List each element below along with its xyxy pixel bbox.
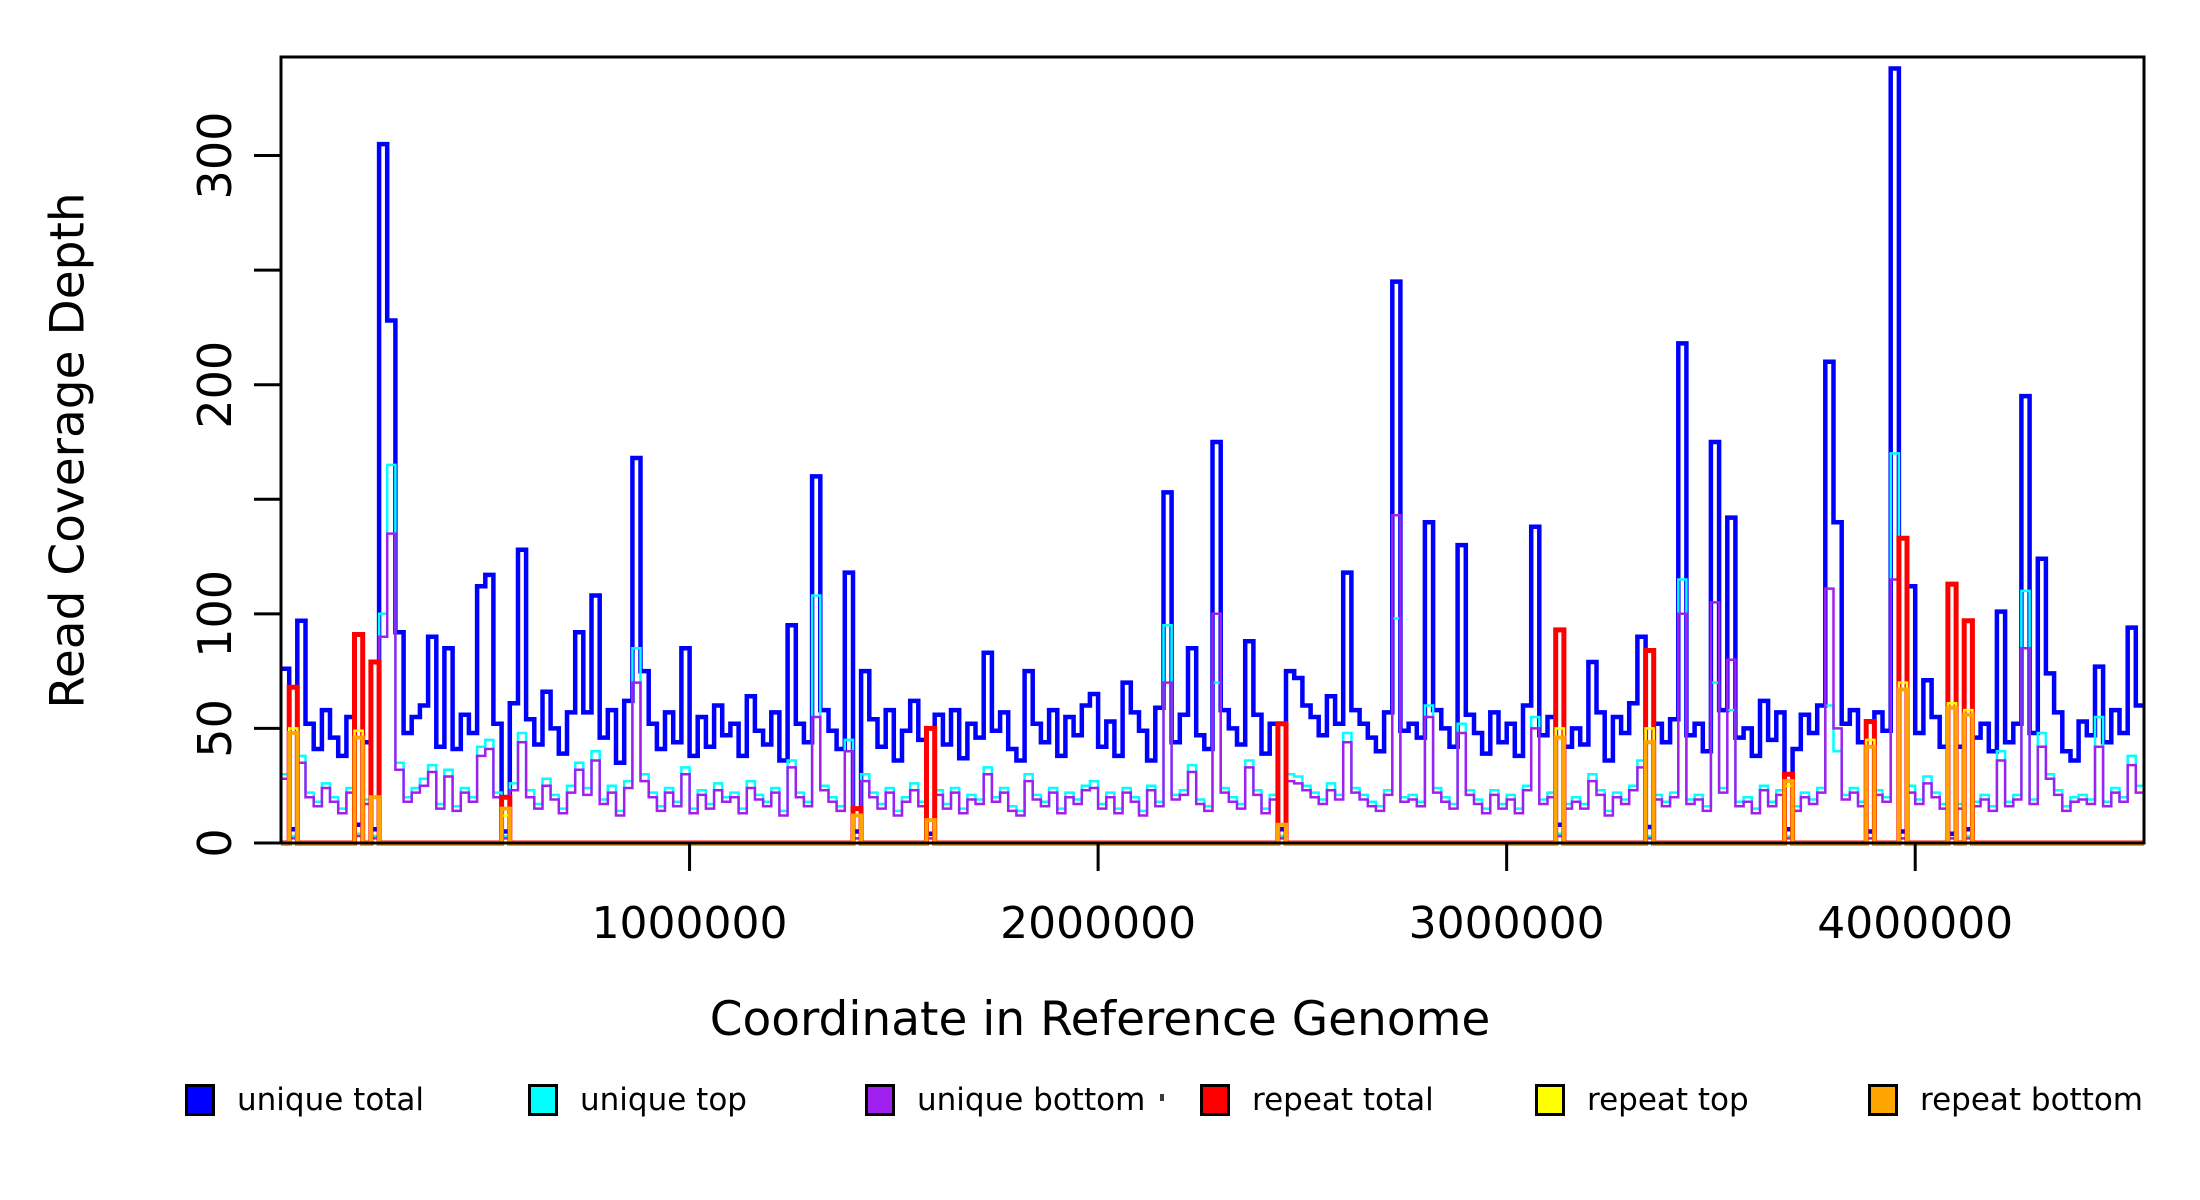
x-tick-label: 3000000 (1409, 898, 1605, 949)
legend-item-unique-total: unique total (185, 1070, 424, 1130)
legend-label: repeat total (1252, 1082, 1434, 1118)
legend-item-repeat-top: repeat top (1535, 1070, 1749, 1130)
legend: unique total unique top unique bottom repea… (0, 1070, 2200, 1140)
legend-item-unique-bottom: unique bottom (865, 1070, 1145, 1130)
series-unique-total (281, 66, 2144, 837)
y-axis-title-wrap: Read Coverage Depth (38, 150, 98, 750)
series-unique-bottom (281, 514, 2144, 840)
y-tick-label: 50 (188, 699, 242, 758)
legend-swatch-icon (185, 1084, 215, 1116)
y-tick-label: 100 (188, 570, 242, 658)
legend-label: repeat bottom (1920, 1082, 2144, 1118)
x-axis-title: Coordinate in Reference Genome (709, 992, 1491, 1047)
legend-item-unique-top: unique top (528, 1070, 747, 1130)
legend-swatch-icon (1535, 1084, 1565, 1116)
y-axis-title: Read Coverage Depth (40, 191, 96, 709)
y-tick-label: 0 (188, 828, 242, 857)
legend-swatch-icon (1200, 1084, 1230, 1116)
x-tick-label: 1000000 (592, 898, 788, 949)
y-tick-label: 300 (188, 112, 242, 200)
legend-label: unique total (237, 1082, 425, 1118)
legend-item-repeat-total: repeat total (1200, 1070, 1434, 1130)
stray-mark (1160, 1094, 1164, 1101)
y-tick-label: 200 (188, 341, 242, 429)
legend-item-repeat-bottom: repeat bottom (1868, 1070, 2143, 1130)
legend-label: repeat top (1587, 1082, 1749, 1118)
plot-frame (279, 55, 2146, 845)
legend-swatch-icon (865, 1084, 895, 1116)
legend-swatch-icon (528, 1084, 558, 1116)
legend-label: unique bottom (917, 1082, 1146, 1118)
x-tick-label: 2000000 (1000, 898, 1196, 949)
x-tick-label: 4000000 (1817, 898, 2013, 949)
legend-label: unique top (580, 1082, 747, 1118)
legend-swatch-icon (1868, 1084, 1898, 1116)
